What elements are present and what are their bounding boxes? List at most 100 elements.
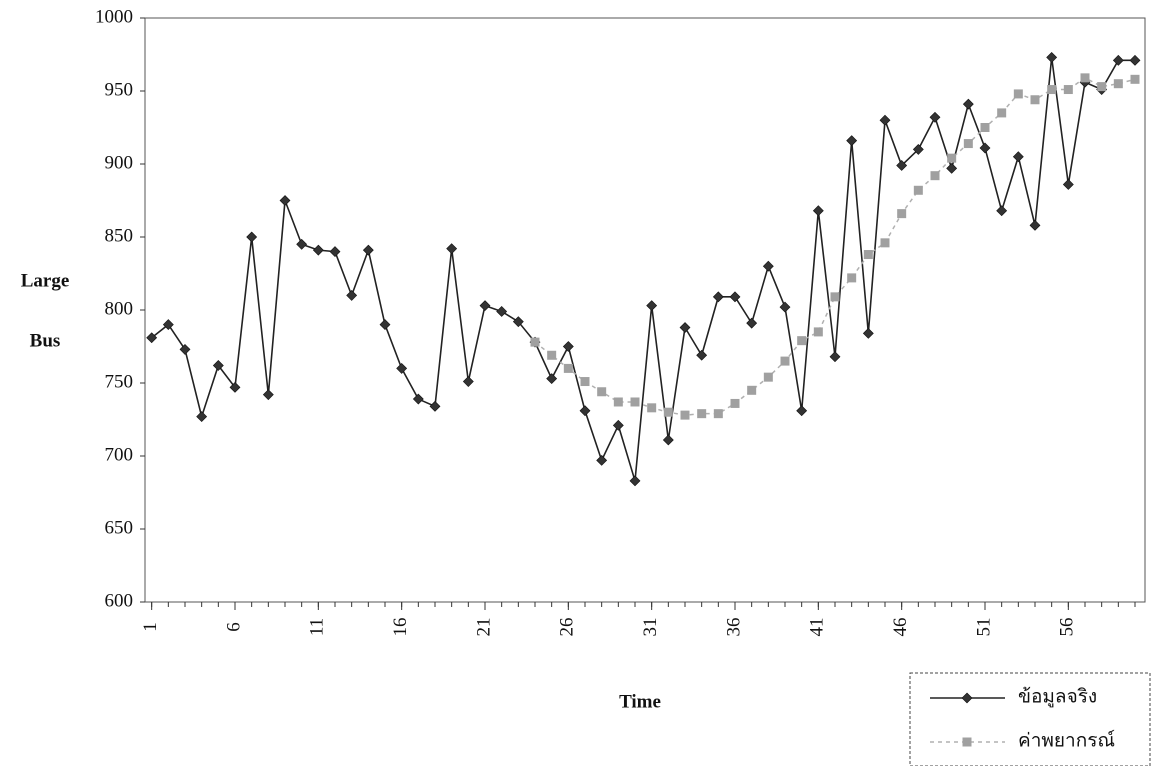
x-tick-label: 31	[640, 618, 661, 637]
marker	[879, 114, 891, 126]
marker	[580, 377, 590, 387]
marker	[346, 289, 358, 301]
marker	[846, 135, 858, 147]
marker	[179, 343, 191, 355]
y-axis-title: Bus	[30, 330, 61, 351]
marker	[1113, 79, 1123, 89]
x-tick-label: 46	[890, 618, 911, 637]
marker	[562, 341, 574, 352]
marker	[312, 244, 324, 256]
marker	[946, 162, 958, 174]
marker	[446, 243, 458, 255]
marker	[947, 153, 957, 163]
marker	[829, 351, 841, 363]
x-axis-title: Time	[619, 691, 661, 712]
x-tick-label: 51	[973, 618, 994, 637]
y-tick-label: 650	[105, 517, 134, 538]
marker	[262, 389, 274, 401]
marker	[362, 244, 374, 256]
marker	[863, 250, 873, 260]
marker	[897, 209, 907, 219]
marker	[980, 123, 990, 132]
marker	[1013, 89, 1023, 99]
marker	[912, 143, 924, 155]
marker	[612, 419, 624, 431]
marker	[596, 454, 608, 466]
marker	[296, 238, 308, 250]
marker	[630, 397, 640, 407]
y-tick-label: 900	[105, 152, 134, 173]
marker	[813, 327, 823, 337]
x-tick-label: 16	[390, 618, 411, 637]
marker	[812, 205, 824, 217]
marker	[146, 332, 158, 344]
marker	[1080, 73, 1090, 83]
marker	[1112, 54, 1124, 66]
series-line	[151, 57, 1135, 482]
marker	[196, 411, 208, 423]
marker	[712, 291, 724, 303]
y-tick-label: 800	[105, 298, 134, 319]
x-tick-label: 21	[473, 618, 494, 637]
x-tick-label: 56	[1057, 618, 1078, 637]
marker	[913, 185, 923, 195]
marker	[1030, 95, 1040, 105]
x-tick-label: 6	[223, 622, 244, 632]
marker	[1063, 85, 1073, 95]
marker	[962, 98, 974, 110]
marker	[862, 327, 874, 339]
marker	[929, 111, 941, 123]
marker	[1012, 151, 1024, 163]
x-tick-label: 36	[723, 618, 744, 637]
y-tick-label: 850	[105, 225, 134, 246]
y-tick-label: 600	[105, 590, 134, 611]
marker	[697, 409, 707, 419]
marker	[961, 692, 973, 704]
marker	[747, 385, 757, 395]
marker	[1029, 219, 1041, 231]
x-tick-label: 26	[557, 618, 578, 637]
y-tick-label: 1000	[95, 6, 133, 27]
y-axis-title: Large	[21, 270, 70, 291]
x-tick-label: 11	[307, 618, 328, 636]
marker	[279, 195, 291, 206]
marker	[679, 322, 691, 333]
marker	[1097, 82, 1107, 92]
marker	[730, 398, 740, 408]
marker	[663, 407, 673, 417]
marker	[329, 246, 341, 258]
marker	[847, 273, 857, 283]
marker	[512, 316, 524, 328]
x-tick-label: 1	[140, 622, 161, 632]
marker	[379, 319, 391, 331]
marker	[830, 292, 840, 302]
marker	[713, 409, 723, 419]
legend-label: ค่าพยากรณ์	[1018, 729, 1115, 751]
marker	[696, 349, 708, 361]
marker	[530, 337, 540, 347]
marker	[462, 376, 474, 387]
marker	[1047, 85, 1057, 95]
marker	[647, 403, 657, 413]
legend-box	[909, 672, 1151, 767]
marker	[597, 387, 607, 397]
marker	[496, 306, 508, 317]
marker	[229, 381, 241, 393]
marker	[547, 350, 557, 360]
marker	[579, 405, 591, 417]
marker	[563, 363, 573, 373]
marker	[1062, 179, 1074, 190]
marker	[1129, 54, 1141, 66]
marker	[780, 356, 790, 366]
marker	[1130, 74, 1140, 84]
marker	[962, 737, 972, 747]
marker	[246, 231, 258, 243]
marker	[796, 405, 808, 417]
marker	[646, 300, 658, 312]
marker	[996, 205, 1008, 217]
marker	[662, 434, 674, 446]
marker	[396, 362, 408, 374]
marker	[746, 317, 758, 329]
marker	[880, 238, 890, 248]
marker	[546, 373, 558, 385]
